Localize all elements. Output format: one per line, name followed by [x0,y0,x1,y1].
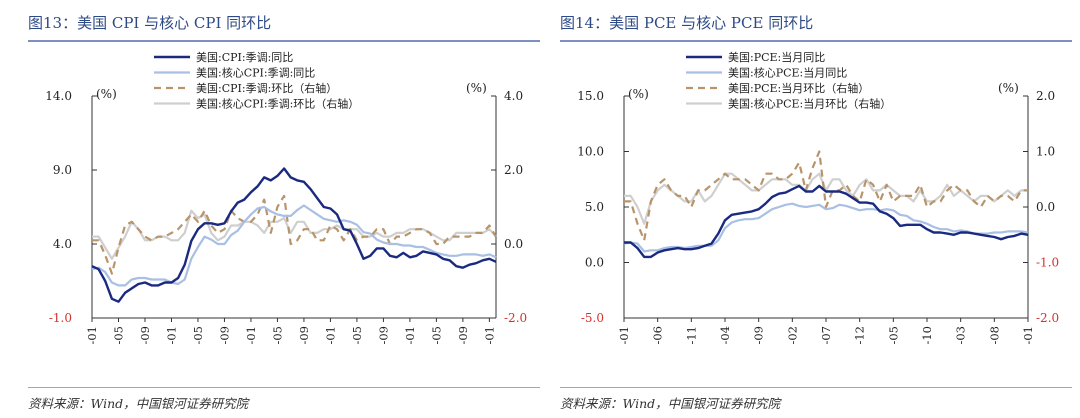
pce-chart: 15.0 10.0 5.0 0.0 -5.0 2.0 1.0 0.0 -1.0 -2.0 (%) (%… [577,50,1059,344]
x-tick-label: 2022-09 [297,326,311,344]
x-tick-label: 2022-01 [244,326,258,344]
y-tick-label-left: 14.0 [45,89,72,103]
x-tick-label: 2020-06 [651,326,665,344]
x-tick-label: 2020-01 [617,326,631,344]
y-unit-left: (%) [96,87,117,101]
y-tick-label-right: -2.0 [1036,311,1059,325]
y-tick-label-right: -1.0 [1036,256,1059,270]
chart-title-cpi: 图13：美国 CPI 与核心 CPI 同环比 [28,14,272,32]
y-tick-label-right: -2.0 [504,311,527,325]
legend-label: 美国:核心PCE:当月环比（右轴） [728,97,891,111]
y-tick-label-left: 5.0 [585,200,604,214]
y-tick-label-left: 4.0 [53,237,72,251]
x-tick-label: 2021-04 [718,326,732,344]
x-tick-label: 2020-05 [111,326,125,344]
series-line [623,202,1029,253]
x-tick-label: 2020-01 [85,326,99,344]
series-line [624,150,1028,242]
title-rule [28,40,540,42]
bottom-rule [560,387,1072,388]
x-tick-label: 2025-01 [1021,326,1035,344]
series-line [91,204,497,287]
x-tick-label: 2024-03 [954,326,968,344]
x-tick-label: 2023-10 [920,326,934,344]
x-tick-label: 2021-05 [191,326,205,344]
y-tick-label-left: -1.0 [49,311,72,325]
y-tick-label-left: 9.0 [53,163,72,177]
x-tick-label: 2022-07 [819,326,833,344]
x-tick-label: 2025-01 [482,326,496,344]
y-tick-label-left: -5.0 [581,311,604,325]
x-tick-label: 2024-01 [403,326,417,344]
x-tick-label: 2020-11 [684,326,698,344]
y-tick-label-right: 2.0 [1036,89,1055,103]
source-note: 资料来源：Wind，中国银河证券研究院 [28,396,249,411]
series-line [92,194,497,275]
series-line [91,167,497,303]
legend-label: 美国:PCE:当月环比（右轴） [728,81,869,95]
x-tick-label: 2021-09 [217,326,231,344]
x-tick-label: 2023-09 [376,326,390,344]
legend-label: 美国:核心CPI:季调:环比（右轴） [196,97,359,111]
y-tick-label-left: 15.0 [577,89,604,103]
x-tick-label: 2023-05 [350,326,364,344]
chart-panel-cpi: 图13：美国 CPI 与核心 CPI 同环比 14.0 9.0 4.0 -1.0 4.0… [28,0,548,418]
x-tick-label: 2022-02 [785,326,799,344]
x-tick-label: 2022-12 [853,326,867,344]
y-tick-label-left: 0.0 [585,256,604,270]
x-tick-label: 2021-01 [164,326,178,344]
cpi-chart: 14.0 9.0 4.0 -1.0 4.0 2.0 0.0 -2.0 (%) (%) 2020-01… [45,51,527,344]
x-tick-label: 2022-05 [270,326,284,344]
y-unit-left: (%) [628,87,649,101]
chart-panel-pce: 图14：美国 PCE 与核心 PCE 同环比 15.0 10.0 5.0 0.0 -5.… [560,0,1080,418]
source-note: 资料来源：Wind，中国银河证券研究院 [560,396,781,411]
y-tick-label-right: 2.0 [504,163,523,177]
x-tick-label: 2024-08 [987,326,1001,344]
legend-label: 美国:CPI:季调:环比（右轴） [196,81,337,95]
y-tick-label-left: 10.0 [577,145,604,159]
title-rule [560,40,1072,42]
legend-label: 美国:CPI:季调:同比 [196,51,293,64]
legend-label: 美国:PCE:当月同比 [728,50,825,64]
x-tick-label: 2024-09 [456,326,470,344]
x-tick-label: 2023-05 [886,326,900,344]
legend-label: 美国:核心PCE:当月同比 [728,66,847,80]
y-tick-label-right: 0.0 [504,237,523,251]
legend-label: 美国:核心CPI:季调:同比 [196,66,315,80]
y-tick-label-right: 1.0 [1036,145,1055,159]
y-tick-label-right: 4.0 [504,89,523,103]
x-tick-label: 2024-05 [429,326,443,344]
y-unit-right: (%) [466,81,487,95]
series-line [624,184,1029,259]
bottom-rule [28,387,540,388]
x-tick-label: 2023-01 [323,326,337,344]
y-tick-label-right: 0.0 [1036,200,1055,214]
x-tick-label: 2021-09 [752,326,766,344]
x-tick-label: 2020-09 [138,326,152,344]
chart-title-pce: 图14：美国 PCE 与核心 PCE 同环比 [560,14,814,32]
y-unit-right: (%) [998,81,1019,95]
